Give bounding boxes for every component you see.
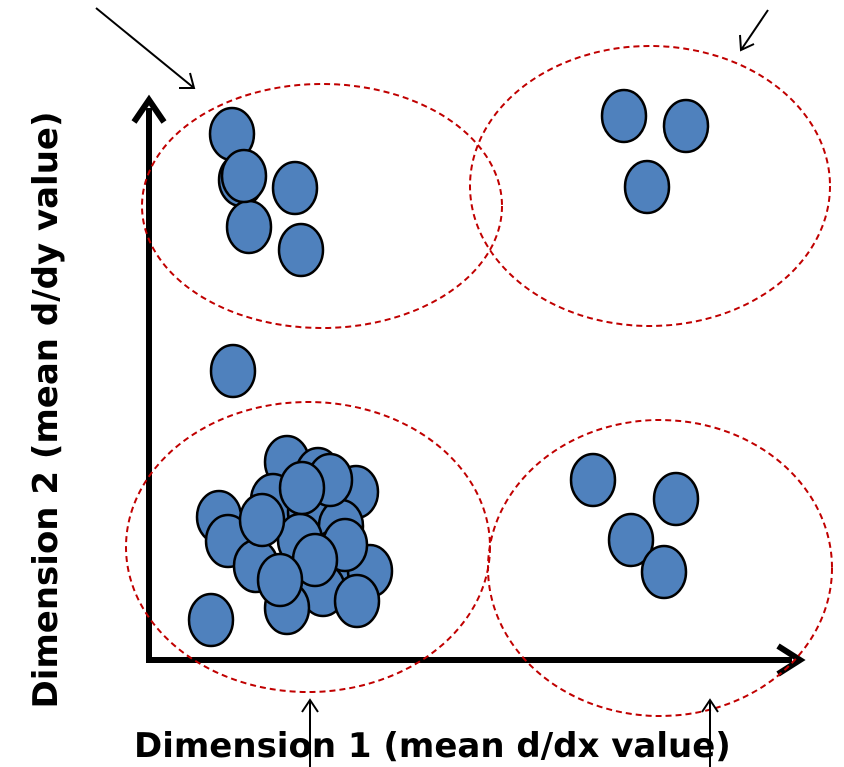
data-point-top-left (277, 222, 325, 278)
pointer-arrowhead-top-left (179, 72, 196, 89)
y-axis-arrowhead (131, 94, 167, 124)
cluster-region-bottom-right (487, 419, 833, 717)
cluster-regions (125, 45, 833, 717)
data-point-bottom-left (278, 460, 326, 516)
data-point-bottom-right (607, 512, 655, 568)
data-point-top-right (662, 98, 710, 154)
pointer-arrowhead-top-right (739, 34, 755, 52)
data-point-top-right (600, 88, 648, 144)
data-point-bottom-right (569, 452, 617, 508)
data-points (187, 88, 710, 648)
data-point-bottom-left (256, 552, 304, 608)
data-point-bottom-right (640, 544, 688, 600)
pointer-arrow-top-left (95, 7, 195, 89)
data-point-top-right (623, 159, 671, 215)
pointer-arrow-top-right (740, 9, 769, 51)
data-point-top-left (225, 199, 273, 255)
pointer-arrowhead-bottom-left (301, 698, 319, 713)
data-point-bottom-left (333, 573, 381, 629)
cluster-region-top-left (141, 83, 503, 329)
data-point-top-left (271, 160, 319, 216)
data-point-bottom-left (187, 592, 235, 648)
pointer-arrows (95, 7, 769, 767)
y-axis-label: Dimension 2 (mean d/dy value) (26, 111, 66, 709)
data-point-bottom-left (238, 492, 286, 548)
x-axis-label: Dimension 1 (mean d/dx value) (134, 726, 731, 766)
cluster-region-top-right (469, 45, 831, 327)
data-point-unassigned (209, 343, 257, 399)
pointer-arrowhead-bottom-right (701, 698, 719, 713)
data-point-bottom-right (652, 471, 700, 527)
data-point-top-left (220, 148, 268, 204)
